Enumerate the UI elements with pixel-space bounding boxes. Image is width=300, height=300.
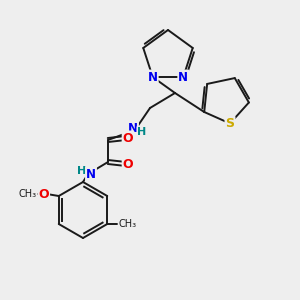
Text: CH₃: CH₃: [118, 219, 136, 229]
Text: O: O: [123, 131, 133, 145]
Text: N: N: [86, 167, 96, 181]
Text: N: N: [128, 122, 138, 136]
Text: CH₃: CH₃: [19, 189, 37, 199]
Text: O: O: [38, 188, 49, 200]
Text: N: N: [148, 70, 158, 83]
Text: N: N: [178, 70, 188, 83]
Text: S: S: [226, 117, 235, 130]
Text: H: H: [137, 127, 147, 137]
Text: H: H: [77, 166, 87, 176]
Text: O: O: [123, 158, 133, 170]
